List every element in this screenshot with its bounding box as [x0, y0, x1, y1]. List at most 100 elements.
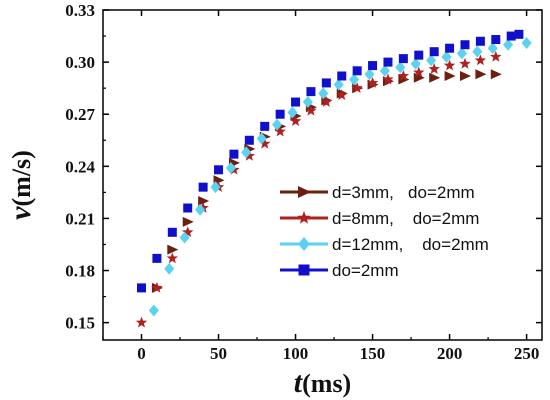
data-point	[490, 50, 502, 62]
legend-label: d=12mm, do=2mm	[332, 235, 489, 254]
plot-frame	[102, 9, 543, 341]
data-point	[352, 66, 362, 76]
data-point	[506, 31, 516, 41]
data-point	[337, 71, 347, 81]
data-point	[460, 40, 470, 50]
y-tick-label: 0.30	[65, 53, 95, 72]
data-point	[351, 82, 363, 94]
y-tick-label: 0.15	[65, 314, 95, 333]
legend-item: d=12mm, do=2mm	[280, 235, 489, 254]
data-point	[410, 57, 421, 70]
data-point	[456, 47, 467, 60]
legend-item: d=8mm, do=2mm	[280, 209, 479, 228]
data-point	[398, 54, 408, 64]
data-point	[195, 203, 206, 216]
data-point	[521, 37, 532, 49]
data-point	[472, 45, 483, 58]
data-point	[306, 87, 316, 97]
data-point	[443, 59, 456, 71]
data-point	[225, 162, 236, 175]
legend-marker	[298, 186, 311, 198]
legend: d=3mm, do=2mm d=8mm, do=2mm d=12mm, do=2mm…	[280, 183, 489, 280]
x-tick-label: 0	[137, 344, 146, 363]
data-point	[333, 78, 344, 91]
data-point	[198, 182, 208, 192]
data-point	[287, 106, 298, 119]
data-point	[503, 38, 514, 51]
data-point	[413, 66, 425, 78]
data-point	[429, 72, 441, 83]
data-point	[383, 57, 393, 67]
data-point	[490, 69, 502, 80]
data-point	[183, 203, 193, 213]
data-point	[414, 50, 424, 60]
legend-label: d=3mm, do=2mm	[332, 183, 475, 202]
data-point	[214, 165, 224, 175]
y-tick-label: 0.21	[65, 209, 95, 228]
data-point	[182, 216, 194, 227]
data-point	[275, 109, 285, 119]
x-axis-unit: (ms)	[302, 369, 351, 398]
data-point	[256, 132, 267, 145]
y-axis-unit: (m/s)	[7, 150, 36, 206]
legend-label: d=8mm, do=2mm	[332, 209, 479, 228]
data-point	[366, 76, 379, 88]
data-point	[475, 36, 485, 46]
y-tick-label: 0.24	[65, 157, 95, 176]
data-point	[152, 253, 162, 263]
data-point	[395, 61, 406, 74]
data-point	[137, 283, 147, 293]
data-point	[229, 149, 239, 159]
data-point	[426, 54, 437, 67]
series-3	[148, 37, 532, 317]
data-point	[441, 50, 452, 63]
data-point	[164, 262, 175, 275]
data-point	[167, 244, 179, 255]
data-point	[320, 96, 333, 107]
data-point	[182, 226, 194, 238]
data-point	[302, 96, 313, 109]
series-4	[137, 29, 524, 293]
data-point	[243, 149, 256, 161]
data-point	[274, 125, 286, 137]
data-point	[272, 118, 283, 131]
data-point	[305, 104, 317, 116]
data-point	[241, 146, 252, 159]
plot-area	[135, 29, 532, 328]
y-tick-label: 0.27	[65, 105, 95, 124]
data-point	[167, 227, 177, 237]
data-point	[514, 29, 524, 39]
data-point	[397, 70, 410, 81]
y-tick-label: 0.18	[65, 262, 95, 281]
x-axis-label: t(ms)	[294, 366, 351, 399]
data-point	[459, 57, 471, 69]
legend-item: d=3mm, do=2mm	[280, 183, 475, 202]
legend-label: do=2mm	[332, 261, 399, 280]
data-point	[428, 63, 440, 74]
data-point	[364, 68, 375, 81]
data-point	[166, 252, 179, 264]
data-point	[445, 43, 455, 53]
legend-marker	[297, 211, 311, 224]
x-tick-label: 100	[283, 344, 309, 363]
legend-item: do=2mm	[280, 261, 399, 280]
data-point	[289, 115, 302, 127]
x-tick-label: 250	[514, 344, 540, 363]
data-point	[260, 121, 270, 131]
data-point	[210, 181, 221, 194]
data-point	[259, 137, 271, 149]
y-axis-label: v(m/s)	[4, 150, 37, 220]
y-tick-label: 0.33	[65, 1, 95, 20]
data-point	[148, 304, 159, 317]
data-point	[382, 73, 394, 85]
data-point	[291, 97, 301, 107]
data-point	[318, 87, 329, 100]
data-point	[135, 316, 148, 328]
data-point	[475, 69, 487, 80]
data-point	[198, 196, 210, 207]
data-point	[197, 202, 209, 213]
data-point	[444, 71, 456, 81]
x-tick-label: 150	[360, 344, 386, 363]
